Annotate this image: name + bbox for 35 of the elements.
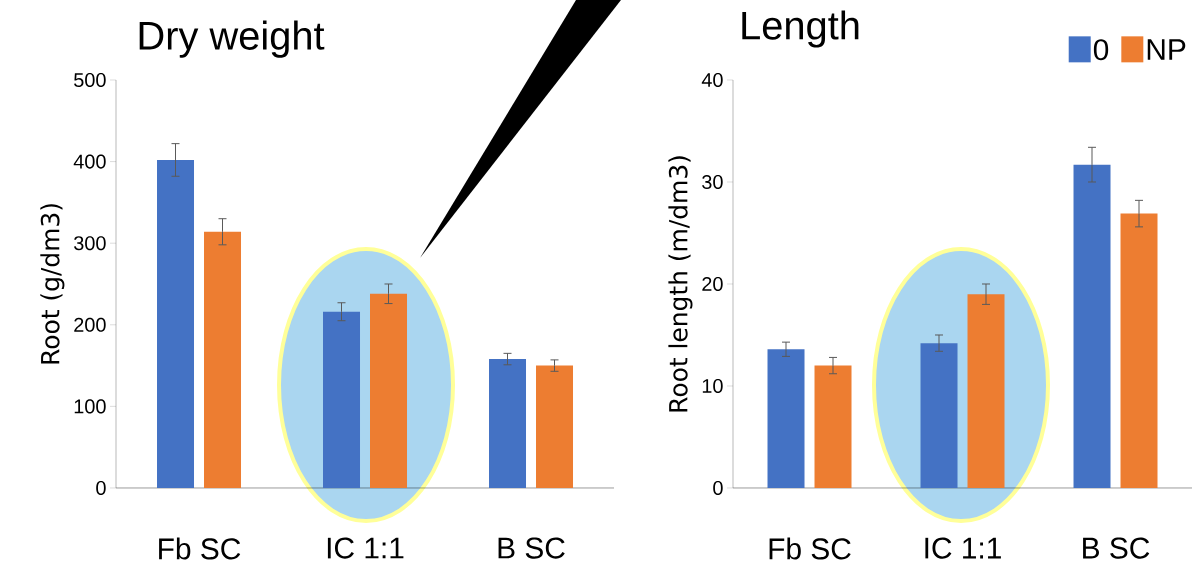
bar <box>157 159 195 488</box>
chart-title: Length <box>742 10 859 48</box>
y-tick-label: 500 <box>74 72 106 88</box>
x-tick-label: B SC <box>498 537 565 559</box>
legend-label: 0 <box>1093 39 1109 61</box>
y-tick-label: 0 <box>96 480 106 496</box>
bar <box>489 359 527 488</box>
y-tick-label: 40 <box>701 72 723 88</box>
bar <box>323 311 361 488</box>
bar <box>370 293 408 488</box>
x-tick-label: Fb SC <box>159 537 241 560</box>
y-axis-title: Root length (m/dm3) <box>668 156 693 412</box>
chart-title: Dry weight <box>139 20 325 58</box>
legend-label: NP <box>1147 39 1186 60</box>
y-tick-label: 400 <box>73 154 106 169</box>
x-tick-label: Fb SC <box>769 537 851 560</box>
bar <box>967 294 1005 488</box>
bar <box>1073 164 1111 488</box>
y-tick-label: 300 <box>74 236 106 251</box>
bar <box>1120 213 1158 488</box>
bar <box>814 365 852 488</box>
y-tick-label: 30 <box>702 174 723 190</box>
x-tick-label: IC 1:1 <box>327 537 404 559</box>
y-tick-label: 0 <box>713 480 723 496</box>
y-tick-label: 100 <box>74 399 106 414</box>
y-tick-label: 20 <box>702 276 723 292</box>
bar <box>536 365 574 488</box>
bar <box>204 231 242 488</box>
y-axis-title: Root (g/dm3) <box>40 204 65 364</box>
y-tick-label: 10 <box>702 378 723 394</box>
x-tick-label: IC 1:1 <box>925 537 1001 559</box>
y-tick-label: 200 <box>74 317 106 332</box>
bar <box>920 343 958 488</box>
bar <box>767 349 805 488</box>
x-tick-label: B SC <box>1083 537 1150 559</box>
